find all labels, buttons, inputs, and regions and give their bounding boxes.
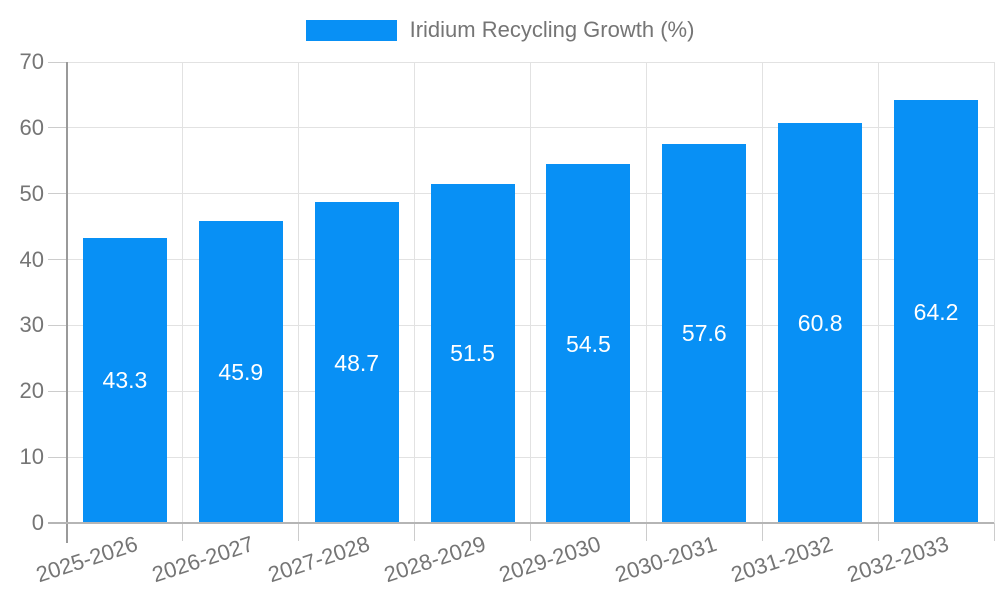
legend-label: Iridium Recycling Growth (%) <box>409 17 695 42</box>
y-tick-mark <box>48 193 67 195</box>
bar-value-label: 57.6 <box>681 320 727 347</box>
x-gridline <box>645 62 647 523</box>
bar-value-label: 48.7 <box>334 349 380 376</box>
x-tick-mark <box>298 523 300 541</box>
x-axis-line <box>48 522 994 524</box>
x-tick-mark <box>182 523 184 541</box>
y-axis-tick-label: 10 <box>19 444 44 470</box>
bar-value-label: 54.5 <box>566 330 611 357</box>
bar-value-label: 64.2 <box>913 298 959 325</box>
bar-value-label: 45.9 <box>218 358 264 385</box>
y-axis-tick-label: 30 <box>19 312 44 338</box>
y-axis-tick-label: 20 <box>19 378 44 404</box>
y-axis-line <box>66 62 68 543</box>
x-gridline <box>530 62 531 523</box>
legend-swatch-icon <box>305 19 397 41</box>
y-axis-tick-label: 40 <box>19 246 44 272</box>
bar[interactable] <box>198 220 283 523</box>
x-tick-mark <box>761 523 763 541</box>
bar[interactable] <box>82 237 167 523</box>
y-axis-tick-label: 50 <box>19 180 44 206</box>
bar[interactable] <box>546 164 631 523</box>
y-axis-tick-label: 60 <box>19 114 44 140</box>
y-tick-mark <box>48 390 67 392</box>
y-tick-mark <box>48 456 67 458</box>
x-gridline <box>298 62 300 523</box>
bar-value-label: 43.3 <box>102 367 148 394</box>
bar-value-label: 51.5 <box>450 340 495 367</box>
bar[interactable] <box>314 202 399 523</box>
y-tick-mark <box>48 324 67 326</box>
x-tick-mark <box>414 523 416 541</box>
x-tick-mark <box>993 523 995 541</box>
y-tick-mark <box>48 259 67 261</box>
chart-legend[interactable]: Iridium Recycling Growth (%) <box>0 17 1000 43</box>
y-tick-mark <box>48 61 67 63</box>
bar[interactable] <box>894 100 979 523</box>
x-tick-mark <box>645 523 647 541</box>
x-gridline <box>993 62 995 523</box>
x-tick-mark <box>877 523 879 541</box>
y-tick-mark <box>48 127 67 129</box>
bar[interactable] <box>662 143 747 523</box>
x-tick-mark <box>530 523 531 541</box>
bar[interactable] <box>778 122 863 523</box>
bar[interactable] <box>430 183 515 523</box>
x-gridline <box>761 62 763 523</box>
x-gridline <box>414 62 416 523</box>
x-gridline <box>182 62 184 523</box>
x-gridline <box>877 62 879 523</box>
bar-value-label: 60.8 <box>797 309 843 336</box>
y-axis-tick-label: 0 <box>31 510 44 535</box>
y-axis-tick-label: 70 <box>19 49 44 74</box>
